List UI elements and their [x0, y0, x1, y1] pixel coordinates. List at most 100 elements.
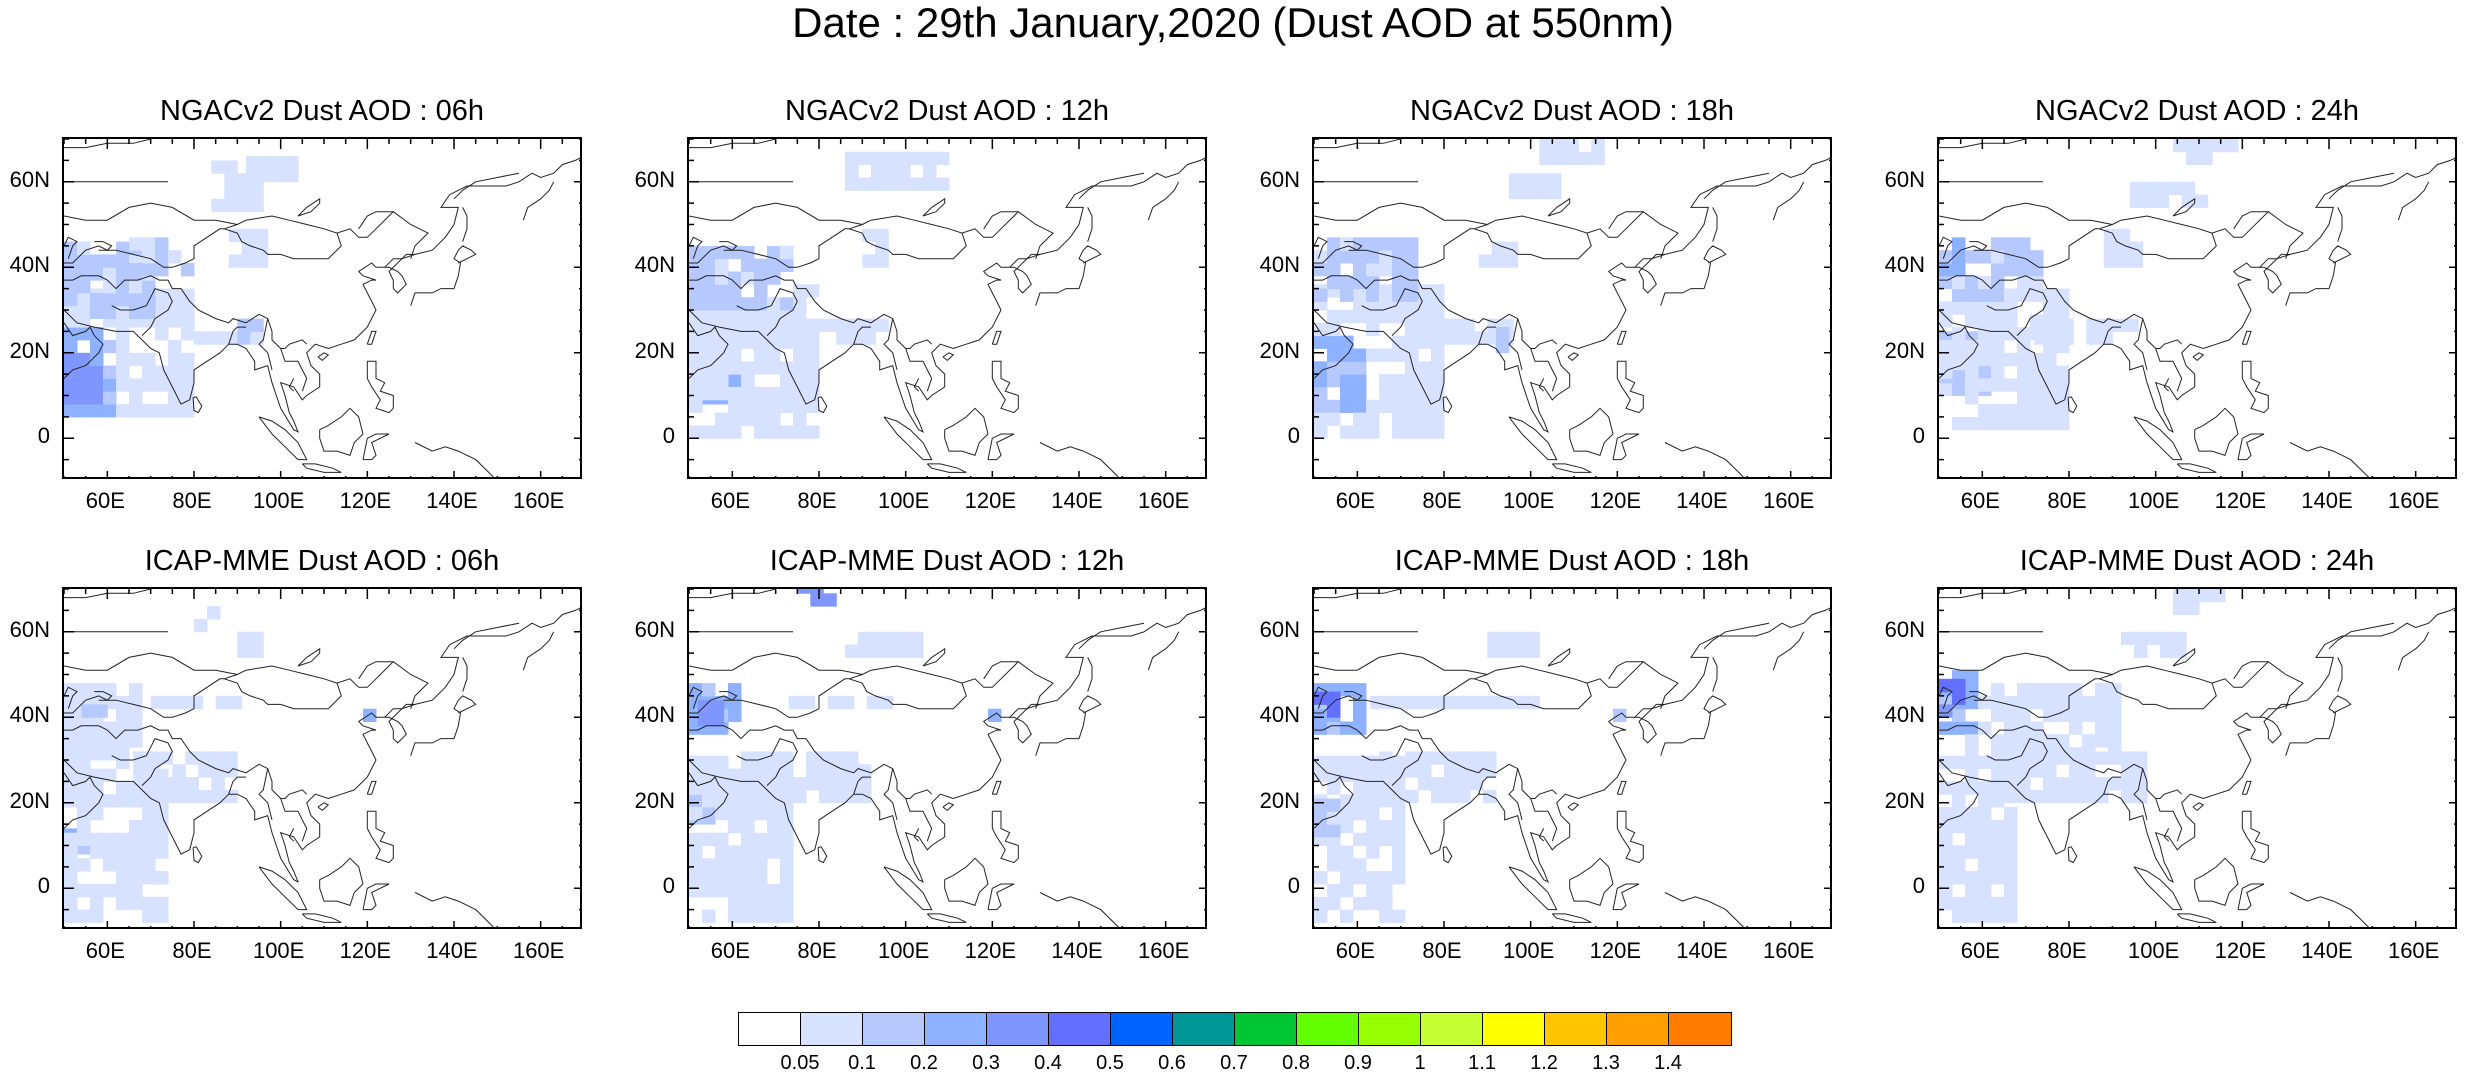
dust-cell: [780, 297, 794, 311]
coastline: [817, 846, 828, 864]
dust-cell: [2108, 734, 2122, 748]
coastline: [1078, 172, 1145, 200]
dust-cell: [1978, 314, 1992, 328]
colorbar-swatch: [1421, 1013, 1483, 1045]
dust-cell: [2034, 318, 2048, 332]
coastlines: [1939, 589, 2455, 927]
map-frame: [1312, 587, 1832, 929]
dust-cell: [2056, 777, 2070, 791]
dust-cell: [715, 335, 729, 349]
colorbar-label: 1: [1414, 1052, 1426, 1074]
dust-cell: [754, 832, 768, 846]
dust-cell: [1314, 322, 1328, 337]
dust-cell: [806, 348, 820, 362]
coastline: [297, 197, 321, 217]
dust-cell: [862, 228, 876, 243]
dust-cell: [116, 267, 130, 281]
dust-cell: [715, 412, 729, 426]
dust-cell: [116, 280, 130, 294]
coastline: [905, 348, 933, 392]
dust-cell: [181, 378, 195, 392]
panel-title: NGACv2 Dust AOD : 12h: [785, 95, 1109, 127]
dust-cell: [2121, 764, 2135, 778]
lat-tick-label: 0: [37, 873, 50, 899]
dust-cell: [1939, 807, 1953, 821]
dust-cell: [2116, 254, 2131, 268]
coastline: [2099, 228, 2217, 260]
dust-cell: [728, 768, 742, 782]
dust-cell: [2095, 695, 2109, 710]
dust-cell: [116, 339, 130, 354]
dust-cell: [1327, 374, 1341, 388]
dust-cell: [1965, 391, 1979, 405]
dust-cell: [858, 631, 872, 646]
dust-cell: [1327, 858, 1341, 872]
dust-cell: [793, 425, 807, 439]
dust-cell: [155, 365, 169, 379]
coastline: [1035, 245, 1102, 306]
dust-cell: [1405, 361, 1419, 375]
dust-cell: [259, 156, 273, 170]
dust-cell: [246, 168, 260, 183]
dust-cell: [780, 832, 794, 846]
dust-field: [689, 589, 1002, 923]
dust-cell: [2030, 365, 2044, 379]
dust-cell: [2043, 747, 2057, 761]
dust-cell: [2082, 708, 2096, 722]
axis-ticks: [64, 589, 580, 927]
dust-cell: [767, 807, 781, 821]
dust-cell: [90, 254, 104, 268]
dust-cell: [2056, 747, 2070, 761]
coastline: [224, 228, 342, 260]
coastline: [64, 236, 78, 259]
dust-cell: [1366, 871, 1380, 885]
lon-tick-label: 80E: [1422, 488, 1462, 513]
dust-cell: [2095, 751, 2109, 765]
dust-cell: [836, 331, 850, 345]
dust-cell: [64, 909, 78, 923]
lon-tick-label: 100E: [252, 488, 305, 513]
coastline: [2133, 318, 2148, 371]
dust-cell: [116, 254, 130, 268]
lon-tick-label: 60E: [1335, 938, 1375, 963]
dust-cell: [103, 721, 117, 735]
dust-cell: [1483, 751, 1497, 765]
lon-tick-label: 120E: [964, 938, 1017, 963]
dust-cell: [155, 237, 169, 251]
dust-cell: [2017, 263, 2031, 277]
lon-tick-label: 120E: [339, 938, 392, 963]
map-frame: [1937, 587, 2457, 929]
dust-cell: [181, 352, 195, 367]
coastline: [1981, 275, 2183, 349]
coastline: [2241, 810, 2269, 864]
dust-cell: [715, 258, 729, 272]
dust-cell: [2017, 777, 2031, 791]
dust-cell: [2186, 139, 2200, 153]
colorbar-swatch: [739, 1013, 801, 1045]
dust-cell: [780, 896, 794, 911]
dust-cell: [2004, 871, 2018, 885]
dust-cell: [142, 352, 156, 367]
coastline: [1314, 236, 1328, 259]
dust-cell: [181, 391, 195, 405]
dust-cell: [2186, 589, 2200, 603]
dust-cell: [710, 713, 725, 727]
coastline: [883, 866, 933, 911]
lat-tick-label: 20N: [634, 337, 675, 363]
dust-cell: [780, 858, 794, 872]
coastline: [1538, 378, 1545, 392]
coastline: [317, 802, 330, 812]
dust-cell: [1952, 369, 1966, 384]
dust-cell: [741, 361, 755, 375]
dust-cell: [793, 374, 807, 388]
dust-cell: [884, 631, 898, 646]
lat-tick-label: 60N: [9, 616, 50, 642]
lon-tick-label: 140E: [1051, 938, 1103, 963]
coastlines: [689, 589, 1205, 927]
coastline: [1612, 883, 1640, 911]
dust-cell: [1379, 237, 1393, 251]
dust-cell: [1327, 896, 1341, 911]
dust-cell: [741, 807, 755, 821]
coastline: [1939, 157, 2455, 433]
dust-cell: [1952, 382, 1966, 396]
